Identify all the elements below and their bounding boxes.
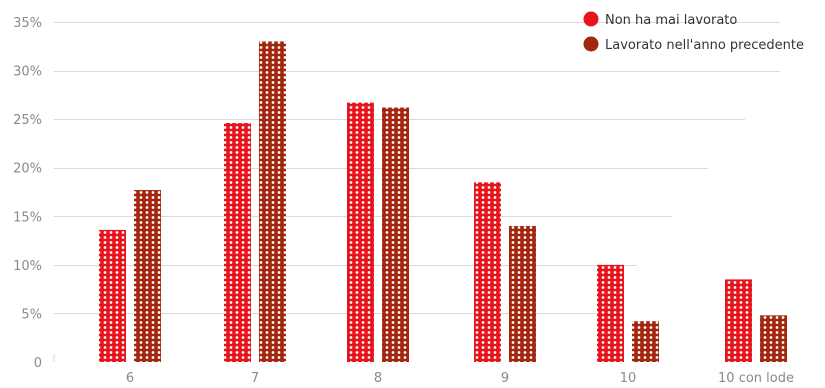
- y-tick-label: 0: [34, 356, 42, 371]
- legend-marker-series-1: [583, 11, 599, 27]
- y-tick-label: 10%: [13, 259, 42, 274]
- x-tick-label: 7: [251, 371, 259, 386]
- bar-series-2-6: [134, 190, 161, 362]
- bar-series-2-9: [509, 226, 536, 362]
- y-axis-labels: 0 5% 10% 15% 20% 25% 30% 35%: [13, 16, 42, 371]
- bar-series-2-7: [259, 41, 286, 363]
- y-tick-label: 20%: [13, 162, 42, 177]
- gridlines: [53, 22, 780, 362]
- y-tick-label: 5%: [21, 307, 42, 322]
- bar-series-1-8: [347, 102, 374, 362]
- x-tick-label: 9: [501, 371, 509, 386]
- y-tick-label: 15%: [13, 210, 42, 225]
- bars: [99, 41, 787, 363]
- bar-series-2-8: [382, 107, 409, 362]
- x-axis-labels: 6 7 8 9 10 10 con lode: [126, 371, 794, 386]
- legend-marker-series-2: [583, 36, 599, 52]
- bar-series-1-7: [224, 123, 251, 363]
- x-tick-label: 10: [620, 371, 637, 386]
- bar-series-2-10: [632, 321, 659, 362]
- legend-label-series-1: Non ha mai lavorato: [605, 13, 737, 28]
- bar-series-1-10: [597, 264, 624, 362]
- bar-series-1-9: [474, 182, 501, 362]
- x-tick-label: 8: [374, 371, 382, 386]
- bar-series-1-6: [99, 229, 126, 362]
- x-tick-label: 10 con lode: [718, 371, 794, 386]
- x-tick-label: 6: [126, 371, 134, 386]
- legend-label-series-2: Lavorato nell'anno precedente: [605, 38, 804, 53]
- y-tick-label: 25%: [13, 113, 42, 128]
- legend: Non ha mai lavorato Lavorato nell'anno pr…: [583, 11, 804, 53]
- y-tick-label: 35%: [13, 16, 42, 31]
- bar-series-1-10-con-lode: [725, 279, 752, 362]
- y-tick-label: 30%: [13, 65, 42, 80]
- bar-series-2-10-con-lode: [760, 315, 787, 362]
